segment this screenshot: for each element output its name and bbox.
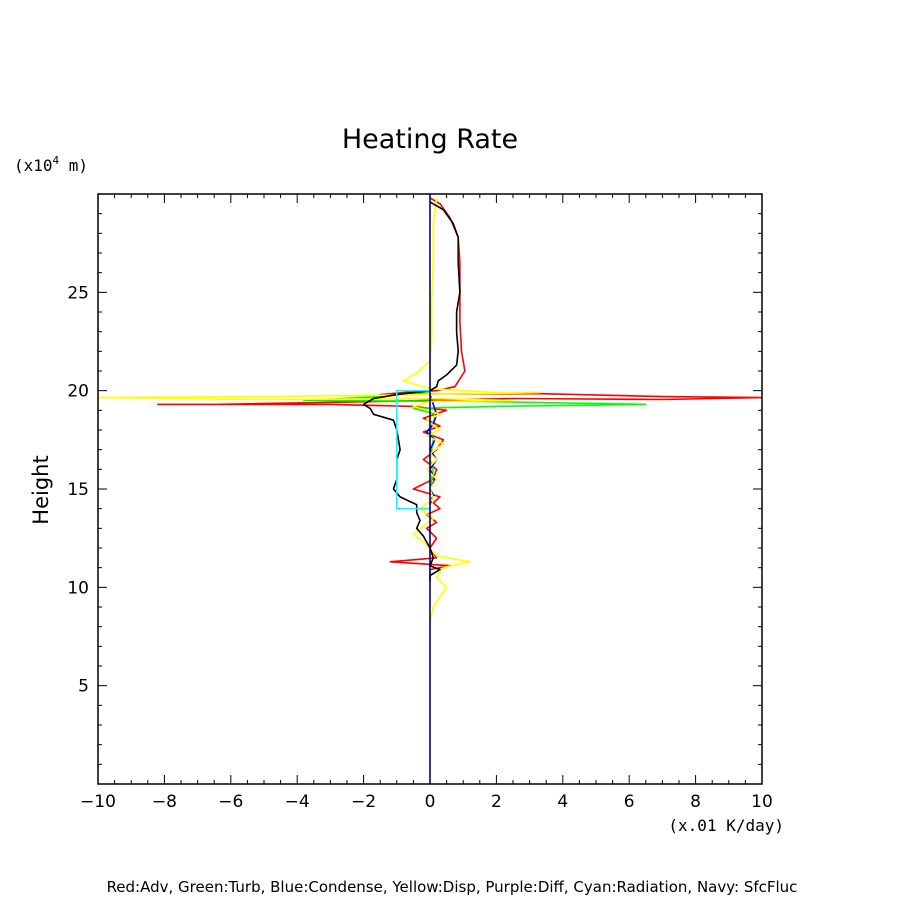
chart-title: Heating Rate (342, 124, 518, 155)
x-tick-label: −2 (351, 792, 376, 812)
y-tick-label: 5 (78, 677, 89, 697)
y-axis-label: Height (29, 455, 53, 524)
x-tick-label: 6 (624, 792, 635, 812)
x-tick-label: 2 (491, 792, 502, 812)
plot-frame (97, 193, 763, 785)
series-line-cyan-radiation (395, 389, 430, 510)
x-tick-label: 10 (751, 792, 773, 812)
plot-area (98, 194, 762, 784)
x-tick-label: −4 (285, 792, 310, 812)
x-tick-label: −10 (80, 792, 116, 812)
x-tick-label: 0 (425, 792, 436, 812)
x-tick-label: 4 (557, 792, 568, 812)
legend-footer: Red:Adv, Green:Turb, Blue:Condense, Yell… (107, 878, 798, 896)
series-line-black (362, 201, 461, 582)
y-tick-labels: 5 10 15 20 25 (67, 283, 89, 696)
y-tick-label: 10 (67, 578, 89, 598)
x-tick-label: −8 (152, 792, 177, 812)
series-group (98, 194, 762, 784)
y-unit-label: (x104 m) (14, 154, 88, 175)
x-tick-label: −6 (218, 792, 243, 812)
y-tick-label: 25 (67, 283, 89, 303)
x-axis-label: (x.01 K/day) (668, 816, 784, 835)
x-tick-label: 8 (690, 792, 701, 812)
y-tick-label: 20 (67, 382, 89, 402)
x-tick-labels: −10 −8 −6 −4 −2 0 2 4 6 8 10 (80, 792, 773, 812)
y-tick-label: 15 (67, 480, 89, 500)
